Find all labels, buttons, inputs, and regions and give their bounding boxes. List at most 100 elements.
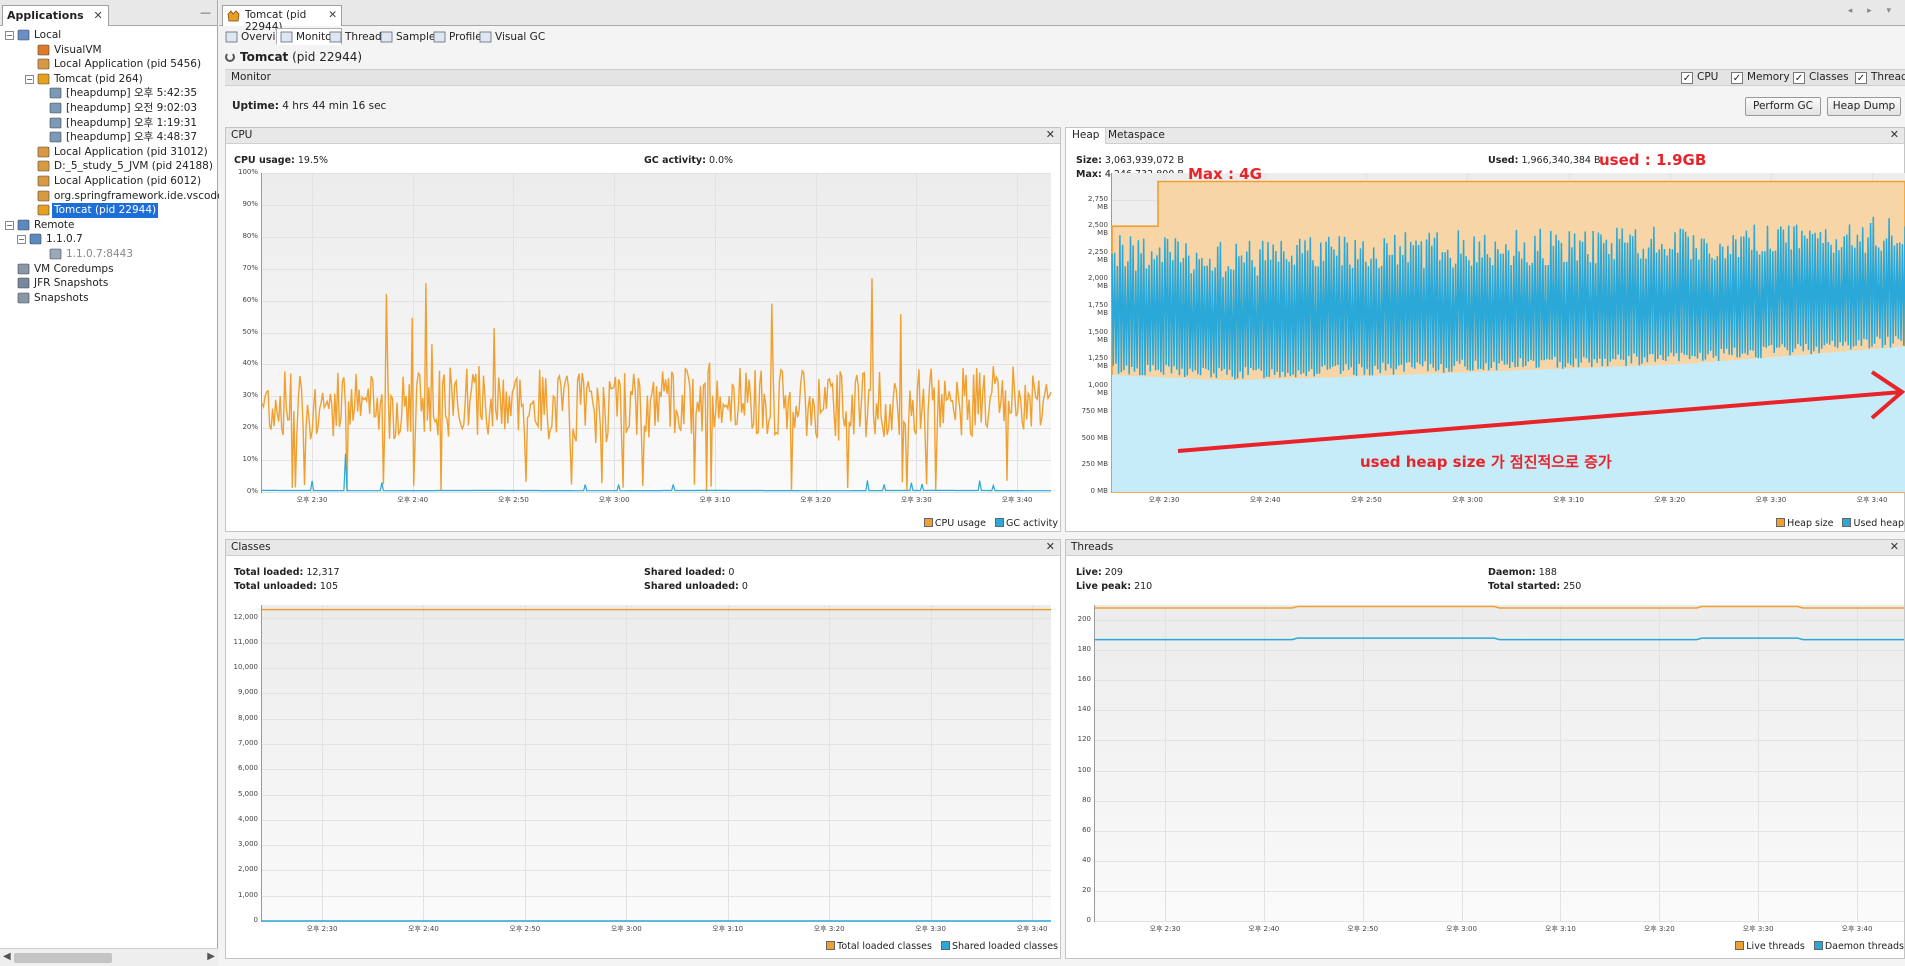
checkbox-check-icon[interactable]: ✓	[1855, 72, 1867, 84]
java-app-icon	[37, 161, 50, 172]
close-icon[interactable]: ✕	[1045, 128, 1055, 141]
tree-node[interactable]: VisualVM	[0, 43, 217, 58]
daemon-threads-legend: Daemon threads	[1824, 941, 1904, 952]
y-tick-label: 2,500 MB	[1087, 221, 1108, 238]
y-tick-label: 90%	[242, 199, 258, 208]
scroll-right-icon[interactable]: ▶	[207, 951, 215, 962]
tab-heap[interactable]: Heap	[1066, 128, 1107, 144]
tree-node[interactable]: Snapshots	[0, 291, 217, 306]
document-tab-tomcat[interactable]: Tomcat (pid 22944) ✕	[222, 5, 342, 33]
total-loaded-stat: Total loaded: 12,317	[234, 567, 340, 578]
tree-node[interactable]: VM Coredumps	[0, 262, 217, 277]
y-tick-label: 1,000 MB	[1087, 380, 1108, 397]
tree-node[interactable]: org.springframework.ide.vscode.boot.app	[0, 189, 274, 204]
minimize-icon[interactable]: —	[200, 6, 211, 19]
close-icon[interactable]: ✕	[1045, 540, 1055, 553]
view-tab-label: Visual GC	[495, 31, 546, 43]
close-icon[interactable]: ✕	[1889, 128, 1899, 141]
tree-node-label: Tomcat (pid 264)	[54, 72, 143, 85]
y-tick-label: 160	[1077, 675, 1091, 684]
x-tick-label: 오후 3:30	[900, 496, 932, 504]
x-tick-label: 오후 2:50	[1350, 496, 1382, 504]
page-title-app: Tomcat	[240, 50, 289, 64]
heap-used-value: 1,966,340,384 B	[1521, 155, 1601, 166]
vertical-gridline	[1263, 605, 1265, 921]
tree-node[interactable]: [heapdump] 오후 4:48:37	[0, 130, 217, 145]
tree-node[interactable]: [heapdump] 오후 1:19:31	[0, 116, 217, 131]
tab-navigation-icons[interactable]: ◂ ▸ ▾	[1847, 6, 1897, 16]
heap-size-value: 3,063,939,072 B	[1104, 155, 1184, 166]
tree-node[interactable]: JFR Snapshots	[0, 276, 217, 291]
heap-legend: Heap size Used heap	[1770, 518, 1904, 529]
x-tick-label: 오후 3:10	[699, 496, 731, 504]
total-unloaded-value: 105	[319, 581, 338, 592]
tab-monitor[interactable]: Monitor	[276, 28, 342, 45]
y-tick-label: 60%	[242, 295, 258, 304]
tab-visual-gc[interactable]: Visual GC	[475, 28, 551, 45]
x-tick-label: 오후 2:50	[1347, 925, 1379, 933]
perform-gc-button[interactable]: Perform GC	[1745, 97, 1821, 116]
tree-toggle-icon[interactable]: −	[17, 235, 26, 245]
close-icon[interactable]: ✕	[1889, 540, 1899, 553]
vertical-gridline	[614, 173, 616, 492]
tab-profiler[interactable]: Profiler	[429, 28, 492, 45]
scrollbar-thumb[interactable]	[14, 953, 112, 963]
heap-size-label: Size:	[1076, 155, 1102, 166]
vertical-gridline	[1758, 605, 1760, 921]
monitor-section-bar: Monitor ✓CPU ✓Memory ✓Classes ✓Threads	[225, 69, 1905, 86]
tree-node[interactable]: 1.1.0.7:8443	[0, 247, 217, 262]
tree-node[interactable]: [heapdump] 오전 9:02:03	[0, 101, 217, 116]
tree-node-label: 1.1.0.7	[46, 233, 83, 246]
x-tick-label: 오후 3:40	[1841, 925, 1873, 933]
y-tick-label: 4,000	[237, 814, 258, 823]
tree-node[interactable]: Local Application (pid 5456)	[0, 57, 217, 72]
tab-sampler[interactable]: Sampler	[376, 28, 446, 45]
cpu-checkbox[interactable]: ✓ CPU	[1681, 71, 1718, 84]
checkbox-check-icon[interactable]: ✓	[1681, 72, 1693, 84]
threads-checkbox[interactable]: ✓ Threads	[1855, 71, 1905, 84]
checkbox-check-icon[interactable]: ✓	[1793, 72, 1805, 84]
live-value: 209	[1104, 567, 1123, 578]
tree-node[interactable]: − Remote	[0, 218, 217, 233]
used-heap-legend: Used heap	[1853, 518, 1904, 529]
memory-checkbox[interactable]: ✓ Memory	[1731, 71, 1790, 84]
heap-panel-header: Heap Metaspace ✕	[1066, 128, 1904, 144]
close-icon[interactable]: ✕	[328, 9, 337, 21]
x-tick-label: 오후 3:30	[915, 925, 946, 933]
tab-metaspace[interactable]: Metaspace	[1108, 129, 1165, 141]
tree-node[interactable]: − 1.1.0.7	[0, 232, 217, 247]
heap-dump-button[interactable]: Heap Dump	[1827, 97, 1901, 116]
tree-toggle-icon[interactable]: −	[5, 31, 14, 40]
gridline	[262, 744, 1051, 746]
y-tick-label: 0	[253, 916, 258, 924]
tab-threads[interactable]: Threads	[325, 28, 393, 45]
y-tick-label: 7,000	[237, 739, 258, 748]
applications-tab[interactable]: Applications ✕	[2, 5, 109, 26]
tomcat-icon	[37, 73, 50, 85]
vertical-gridline	[1857, 605, 1858, 921]
tree-node[interactable]: Local Application (pid 31012)	[0, 145, 217, 160]
classes-checkbox[interactable]: ✓ Classes	[1793, 71, 1849, 84]
tree-node[interactable]: Local Application (pid 6012)	[0, 174, 217, 189]
tree-node[interactable]: D:_5_study_5_JVM (pid 24188)	[0, 159, 217, 174]
checkbox-check-icon[interactable]: ✓	[1731, 72, 1743, 84]
vertical-gridline	[714, 173, 716, 492]
tree-node[interactable]: − Tomcat (pid 264)	[0, 72, 217, 87]
gridline	[1095, 680, 1904, 682]
horizontal-scrollbar[interactable]: ◀ ▶	[0, 948, 218, 966]
close-icon[interactable]: ✕	[93, 9, 103, 22]
vertical-gridline	[524, 605, 526, 921]
scroll-left-icon[interactable]: ◀	[3, 951, 11, 962]
tree-node-label: Local Application (pid 5456)	[54, 58, 202, 71]
gridline	[262, 617, 1051, 619]
tree-node[interactable]: Tomcat (pid 22944)	[0, 203, 217, 218]
tree-node[interactable]: − Local	[0, 28, 217, 43]
y-tick-label: 9,000	[237, 688, 258, 697]
tree-toggle-icon[interactable]: −	[25, 74, 34, 84]
gridline	[262, 718, 1051, 720]
cpu-panel-title: CPU	[231, 129, 253, 141]
y-tick-label: 0	[1086, 916, 1091, 924]
tree-toggle-icon[interactable]: −	[5, 220, 14, 230]
tree-node[interactable]: [heapdump] 오후 5:42:35	[0, 86, 217, 101]
page-title: Tomcat (pid 22944)	[225, 50, 362, 64]
